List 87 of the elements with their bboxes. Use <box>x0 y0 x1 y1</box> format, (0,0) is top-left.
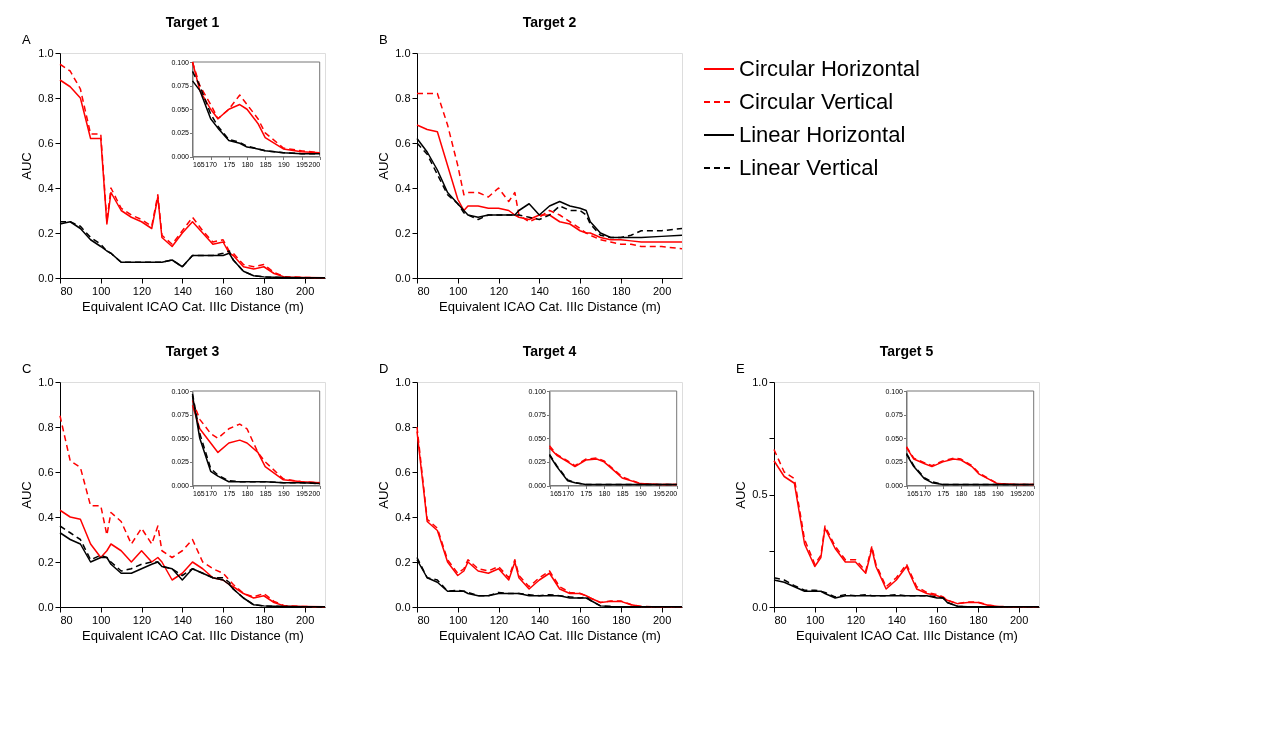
legend-label: Circular Horizontal <box>739 56 920 81</box>
x-tick-label: 120 <box>489 284 509 297</box>
y-tick-label: 0.8 <box>395 91 411 104</box>
y-tick-label: 0.0 <box>752 600 768 613</box>
x-tick-label: 80 <box>774 613 787 626</box>
x-tick-label: 140 <box>173 613 192 626</box>
y-tick-label: 0.6 <box>395 136 411 149</box>
y-tick-label: 0.2 <box>38 226 54 239</box>
x-tick-label: 100 <box>92 613 111 626</box>
x-tick-label: 160 <box>571 284 590 297</box>
x-axis-title: Equivalent ICAO Cat. IIIc Distance (m) <box>439 298 661 314</box>
y-tick-label: 0.0 <box>395 600 411 613</box>
x-axis-title: Equivalent ICAO Cat. IIIc Distance (m) <box>82 298 304 314</box>
y-tick-label: 1.0 <box>395 375 411 388</box>
y-tick-label: 0.8 <box>38 420 54 433</box>
y-tick-label: 1.0 <box>38 375 54 388</box>
x-tick-label: 200 <box>1009 613 1029 626</box>
text: D <box>379 361 389 376</box>
x-tick-label: 200 <box>295 613 315 626</box>
y-tick-label: 0.2 <box>395 226 411 239</box>
y-tick-label: 0.6 <box>38 465 54 478</box>
y-tick-label: 0.6 <box>395 465 411 478</box>
x-tick-label: 180 <box>255 613 274 626</box>
text: B <box>379 32 388 47</box>
chart-title: Target 5 <box>879 343 934 359</box>
y-tick-label: 0.4 <box>395 181 411 194</box>
chart-title: Target 1 <box>165 14 220 30</box>
y-axis-title: AUC <box>376 481 392 509</box>
y-tick-label: 0.8 <box>38 91 54 104</box>
x-axis-title: Equivalent ICAO Cat. IIIc Distance (m) <box>439 627 661 643</box>
x-tick-label: 160 <box>214 613 233 626</box>
y-axis-title: AUC <box>733 481 749 509</box>
x-tick-label: 120 <box>846 613 866 626</box>
x-tick-label: 180 <box>255 284 274 297</box>
x-tick-label: 140 <box>173 284 192 297</box>
x-axis-title: Equivalent ICAO Cat. IIIc Distance (m) <box>82 627 304 643</box>
x-tick-label: 100 <box>449 613 468 626</box>
x-tick-label: 140 <box>530 284 549 297</box>
x-tick-label: 180 <box>612 613 631 626</box>
x-tick-label: 120 <box>489 613 509 626</box>
y-tick-label: 0.0 <box>38 600 54 613</box>
x-tick-label: 200 <box>652 613 672 626</box>
y-tick-label: 0.6 <box>38 136 54 149</box>
chart-title: Target 4 <box>522 343 577 359</box>
x-tick-label: 200 <box>652 284 672 297</box>
y-tick-label: 0.2 <box>38 555 54 568</box>
line-series <box>416 92 683 250</box>
y-tick-label: 0.2 <box>395 555 411 568</box>
y-tick-label: 1.0 <box>395 46 411 59</box>
x-tick-label: 80 <box>417 613 430 626</box>
chart-title: Target 2 <box>522 14 577 30</box>
y-tick-label: 1.0 <box>752 375 768 388</box>
legend-label: Linear Vertical <box>739 155 879 180</box>
x-tick-label: 80 <box>60 284 73 297</box>
y-tick-label: 0.5 <box>752 488 768 500</box>
y-tick-label: 0.8 <box>395 420 411 433</box>
chart-title: Target 3 <box>165 343 220 359</box>
x-tick-label: 100 <box>806 613 825 626</box>
x-tick-label: 160 <box>571 613 590 626</box>
x-tick-label: 80 <box>417 284 430 297</box>
y-tick-label: 0.0 <box>395 271 411 284</box>
y-tick-label: 0.4 <box>38 510 54 523</box>
x-axis-title: Equivalent ICAO Cat. IIIc Distance (m) <box>796 627 1018 643</box>
x-tick-label: 100 <box>449 284 468 297</box>
x-tick-label: 140 <box>887 613 906 626</box>
text: C <box>22 361 32 376</box>
x-tick-label: 120 <box>132 284 152 297</box>
x-tick-label: 160 <box>214 284 233 297</box>
x-tick-label: 120 <box>132 613 152 626</box>
y-tick-label: 0.0 <box>38 271 54 284</box>
y-axis-title: AUC <box>19 152 35 180</box>
x-tick-label: 180 <box>969 613 988 626</box>
y-tick-label: 0.4 <box>38 181 54 194</box>
text: E <box>736 361 745 376</box>
text: A <box>22 32 31 47</box>
x-tick-label: 100 <box>92 284 111 297</box>
y-tick-label: 0.4 <box>395 510 411 523</box>
legend-label: Circular Vertical <box>739 89 894 114</box>
x-tick-label: 80 <box>60 613 73 626</box>
x-tick-label: 160 <box>928 613 947 626</box>
x-tick-label: 200 <box>295 284 315 297</box>
y-tick-label: 1.0 <box>38 46 54 59</box>
legend-label: Linear Horizontal <box>739 122 906 147</box>
y-axis-title: AUC <box>376 152 392 180</box>
x-tick-label: 180 <box>612 284 631 297</box>
x-tick-label: 140 <box>530 613 549 626</box>
y-axis-title: AUC <box>19 481 35 509</box>
